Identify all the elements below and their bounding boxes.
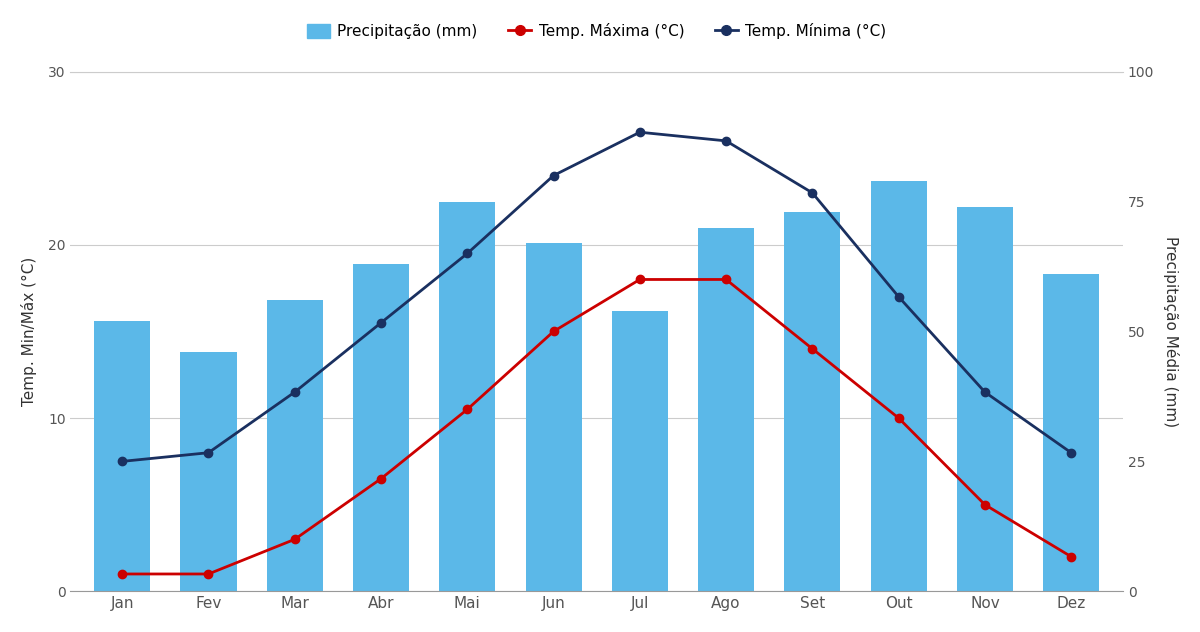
Bar [956, 207, 1013, 592]
Legend: Precipitação (mm), Temp. Máxima (°C), Temp. Mínima (°C): Precipitação (mm), Temp. Máxima (°C), Te… [301, 17, 893, 45]
Bar [1043, 274, 1099, 592]
Y-axis label: Precipitação Média (mm): Precipitação Média (mm) [1163, 236, 1180, 427]
Bar [353, 264, 409, 592]
Bar [870, 181, 926, 592]
Bar [698, 228, 754, 592]
Bar [266, 300, 323, 592]
Bar [180, 352, 236, 592]
Bar [612, 311, 668, 592]
Bar [785, 212, 840, 592]
Y-axis label: Temp. Min/Máx (°C): Temp. Min/Máx (°C) [20, 257, 37, 406]
Bar [526, 243, 582, 592]
Bar [439, 202, 496, 592]
Bar [94, 321, 150, 592]
